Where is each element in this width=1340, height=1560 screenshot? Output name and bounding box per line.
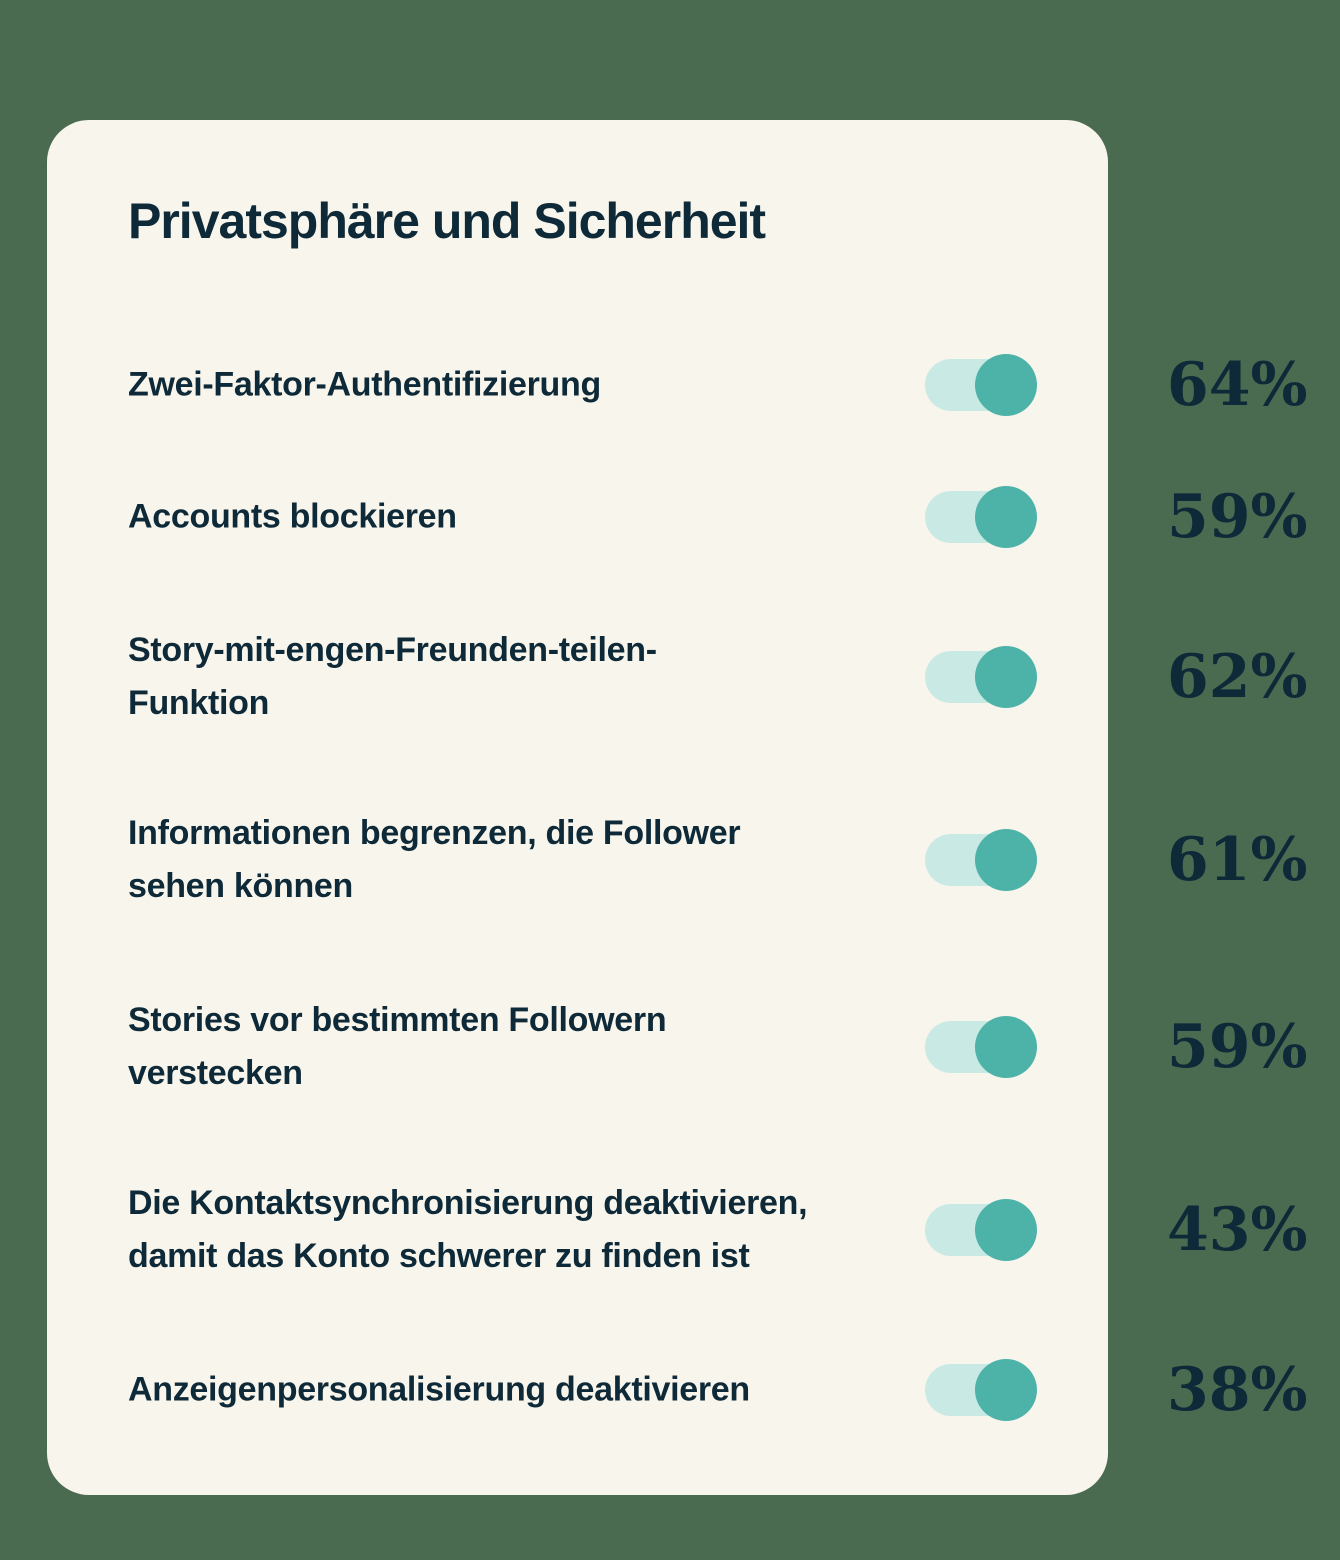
toggle-knob	[975, 829, 1037, 891]
setting-label: Story-mit-engen-Freunden-teilen- Funktio…	[128, 631, 657, 722]
toggle-knob	[975, 646, 1037, 708]
toggle-knob	[975, 486, 1037, 548]
card-title: Privatsphäre und Sicherheit	[128, 193, 766, 249]
percentage-value: 64%	[1167, 350, 1308, 420]
percentage-value: 38%	[1167, 1355, 1308, 1425]
setting-label: Anzeigenpersonalisierung deaktivieren	[128, 1370, 750, 1409]
setting-label: Zwei-Faktor-Authentifizierung	[128, 365, 601, 404]
percentage-value: 62%	[1167, 642, 1308, 712]
toggle-knob	[975, 354, 1037, 416]
toggle-switch[interactable]	[925, 829, 1037, 891]
privacy-settings-card: Privatsphäre und Sicherheit	[47, 120, 1108, 1495]
toggle-knob	[975, 1359, 1037, 1421]
percentage-value: 43%	[1167, 1195, 1308, 1265]
toggle-switch[interactable]	[925, 486, 1037, 548]
toggle-knob	[975, 1199, 1037, 1261]
percentage-value: 61%	[1167, 825, 1308, 895]
toggle-switch[interactable]	[925, 646, 1037, 708]
setting-label: Accounts blockieren	[128, 497, 457, 536]
toggle-switch[interactable]	[925, 1016, 1037, 1078]
toggle-knob	[975, 1016, 1037, 1078]
setting-label: Informationen begrenzen, die Follower se…	[128, 814, 741, 905]
toggle-switch[interactable]	[925, 1199, 1037, 1261]
toggle-switch[interactable]	[925, 354, 1037, 416]
setting-label: Die Kontaktsynchronisierung deaktivieren…	[128, 1184, 808, 1275]
setting-label: Stories vor bestimmten Followern verstec…	[128, 1001, 667, 1092]
toggle-switch[interactable]	[925, 1359, 1037, 1421]
percentage-value: 59%	[1167, 482, 1308, 552]
percentage-value: 59%	[1167, 1012, 1308, 1082]
